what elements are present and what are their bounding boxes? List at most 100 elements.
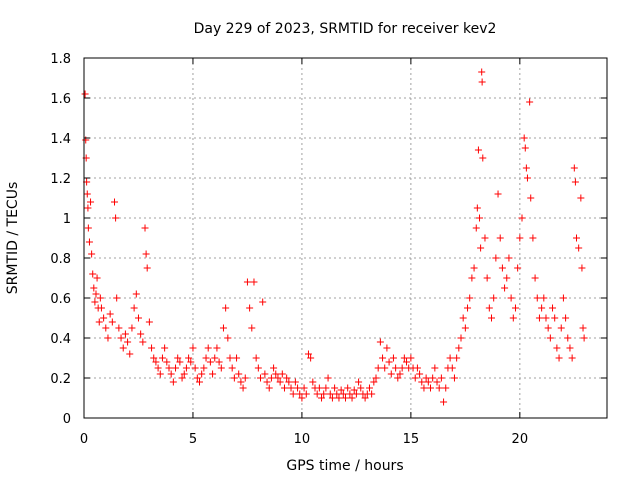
data-point bbox=[478, 78, 486, 86]
data-point bbox=[307, 354, 315, 362]
data-point bbox=[352, 390, 360, 398]
data-point bbox=[182, 364, 190, 372]
data-point bbox=[224, 334, 232, 342]
data-point bbox=[263, 378, 271, 386]
data-point bbox=[285, 378, 293, 386]
y-tick-label: 1 bbox=[63, 212, 71, 227]
data-point bbox=[478, 68, 486, 76]
data-point bbox=[346, 390, 354, 398]
data-point bbox=[488, 314, 496, 322]
data-point bbox=[549, 304, 557, 312]
data-point bbox=[93, 274, 101, 282]
data-point bbox=[217, 364, 225, 372]
data-point bbox=[246, 304, 254, 312]
data-point bbox=[193, 374, 201, 382]
data-point bbox=[141, 224, 149, 232]
data-point bbox=[259, 298, 267, 306]
data-point bbox=[88, 250, 96, 258]
x-tick-label: 15 bbox=[403, 432, 420, 447]
data-point bbox=[112, 214, 120, 222]
tick-labels: 0 0.2 0.4 0.6 0.8 1 1.2 1.4 1.6 1.8 0 5 10 15 20 bbox=[50, 52, 528, 447]
data-point bbox=[448, 364, 456, 372]
data-point bbox=[261, 370, 269, 378]
data-point bbox=[562, 314, 570, 322]
data-point bbox=[535, 314, 543, 322]
y-axis-title: SRMTID / TECUs bbox=[5, 182, 21, 295]
data-point bbox=[96, 294, 104, 302]
data-point bbox=[270, 364, 278, 372]
data-point bbox=[461, 324, 469, 332]
data-point bbox=[85, 238, 93, 246]
tick-marks bbox=[83, 57, 607, 419]
data-point bbox=[511, 304, 519, 312]
data-points bbox=[81, 68, 588, 406]
data-point bbox=[248, 324, 256, 332]
data-point bbox=[272, 370, 280, 378]
data-point bbox=[167, 370, 175, 378]
data-point bbox=[111, 198, 119, 206]
data-point bbox=[494, 190, 502, 198]
data-point bbox=[335, 394, 343, 402]
data-point bbox=[422, 374, 430, 382]
data-point bbox=[520, 134, 528, 142]
data-point bbox=[276, 378, 284, 386]
data-point bbox=[280, 384, 288, 392]
data-point bbox=[521, 144, 529, 152]
data-point bbox=[87, 198, 95, 206]
data-point bbox=[283, 374, 291, 382]
data-point bbox=[381, 364, 389, 372]
data-point bbox=[466, 294, 474, 302]
data-point bbox=[145, 318, 153, 326]
data-point bbox=[163, 358, 171, 366]
data-point bbox=[156, 370, 164, 378]
data-point bbox=[551, 314, 559, 322]
data-point bbox=[503, 274, 511, 282]
data-point bbox=[180, 370, 188, 378]
data-point bbox=[148, 344, 156, 352]
data-point bbox=[514, 264, 522, 272]
data-point bbox=[150, 354, 158, 362]
data-point bbox=[106, 310, 114, 318]
data-point bbox=[324, 374, 332, 382]
data-point bbox=[416, 370, 424, 378]
y-tick-label: 0.6 bbox=[50, 292, 71, 307]
data-point bbox=[526, 98, 534, 106]
data-point bbox=[267, 374, 275, 382]
data-point bbox=[533, 294, 541, 302]
data-point bbox=[577, 194, 585, 202]
data-point bbox=[501, 284, 509, 292]
data-point bbox=[128, 324, 136, 332]
data-point bbox=[84, 204, 92, 212]
data-point bbox=[553, 344, 561, 352]
data-point bbox=[191, 364, 199, 372]
data-point bbox=[570, 164, 578, 172]
data-point bbox=[357, 384, 365, 392]
data-point bbox=[413, 364, 421, 372]
data-point bbox=[298, 394, 306, 402]
data-point bbox=[492, 254, 500, 262]
data-point bbox=[143, 264, 151, 272]
data-point bbox=[142, 250, 150, 258]
data-point bbox=[219, 324, 227, 332]
x-tick-label: 0 bbox=[80, 432, 88, 447]
data-point bbox=[474, 146, 482, 154]
data-point bbox=[571, 178, 579, 186]
data-point bbox=[237, 378, 245, 386]
y-tick-label: 1.8 bbox=[50, 52, 71, 67]
data-point bbox=[187, 358, 195, 366]
data-point bbox=[355, 378, 363, 386]
data-point bbox=[578, 264, 586, 272]
data-point bbox=[113, 294, 121, 302]
data-point bbox=[124, 338, 132, 346]
data-point bbox=[442, 384, 450, 392]
data-point bbox=[398, 364, 406, 372]
data-point bbox=[453, 354, 461, 362]
data-point bbox=[472, 224, 480, 232]
data-point bbox=[243, 278, 251, 286]
data-point bbox=[579, 324, 587, 332]
data-point bbox=[165, 364, 173, 372]
data-point bbox=[169, 378, 177, 386]
data-point bbox=[126, 350, 134, 358]
data-point bbox=[241, 374, 249, 382]
data-point bbox=[278, 370, 286, 378]
